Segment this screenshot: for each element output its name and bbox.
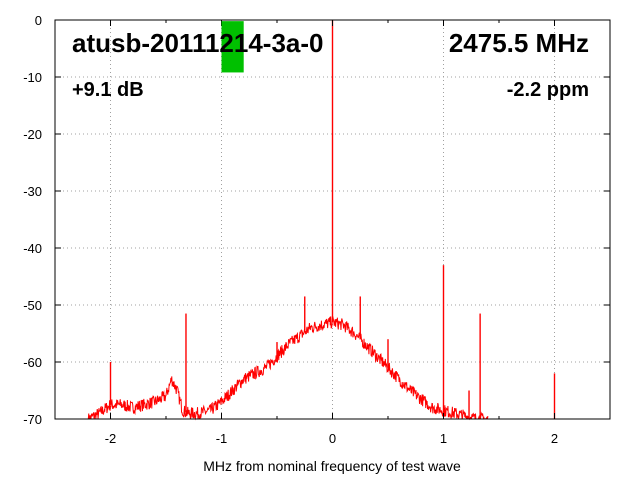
y-tick-label: -50 [23,298,42,313]
ppm-label: -2.2 ppm [507,79,589,101]
x-tick-label: -2 [105,431,117,446]
y-tick-label: -40 [23,241,42,256]
y-tick-label: -30 [23,184,42,199]
y-tick-label: -70 [23,412,42,427]
spectrum-spikes [109,20,556,419]
frequency-label: 2475.5 MHz [449,28,589,58]
x-tick-label: -1 [216,431,228,446]
y-tick-label: -20 [23,127,42,142]
channel-marker [221,21,244,73]
chart-title: atusb-20111214-3a-0 [72,28,324,58]
x-axis-label: MHz from nominal frequency of test wave [203,458,461,474]
axis-ticks: 0-10-20-30-40-50-60-70-2 -1 0 1 2 [23,13,611,446]
spectrum-series [87,316,489,421]
y-tick-label: -10 [23,70,42,85]
x-tick-label: 2 [551,431,558,446]
gain-label: +9.1 dB [72,79,144,101]
y-tick-label: 0 [35,13,42,28]
x-tick-label: 1 [440,431,447,446]
spectrum-trace [87,316,489,421]
y-tick-label: -60 [23,355,42,370]
x-tick-label: 0 [329,431,336,446]
